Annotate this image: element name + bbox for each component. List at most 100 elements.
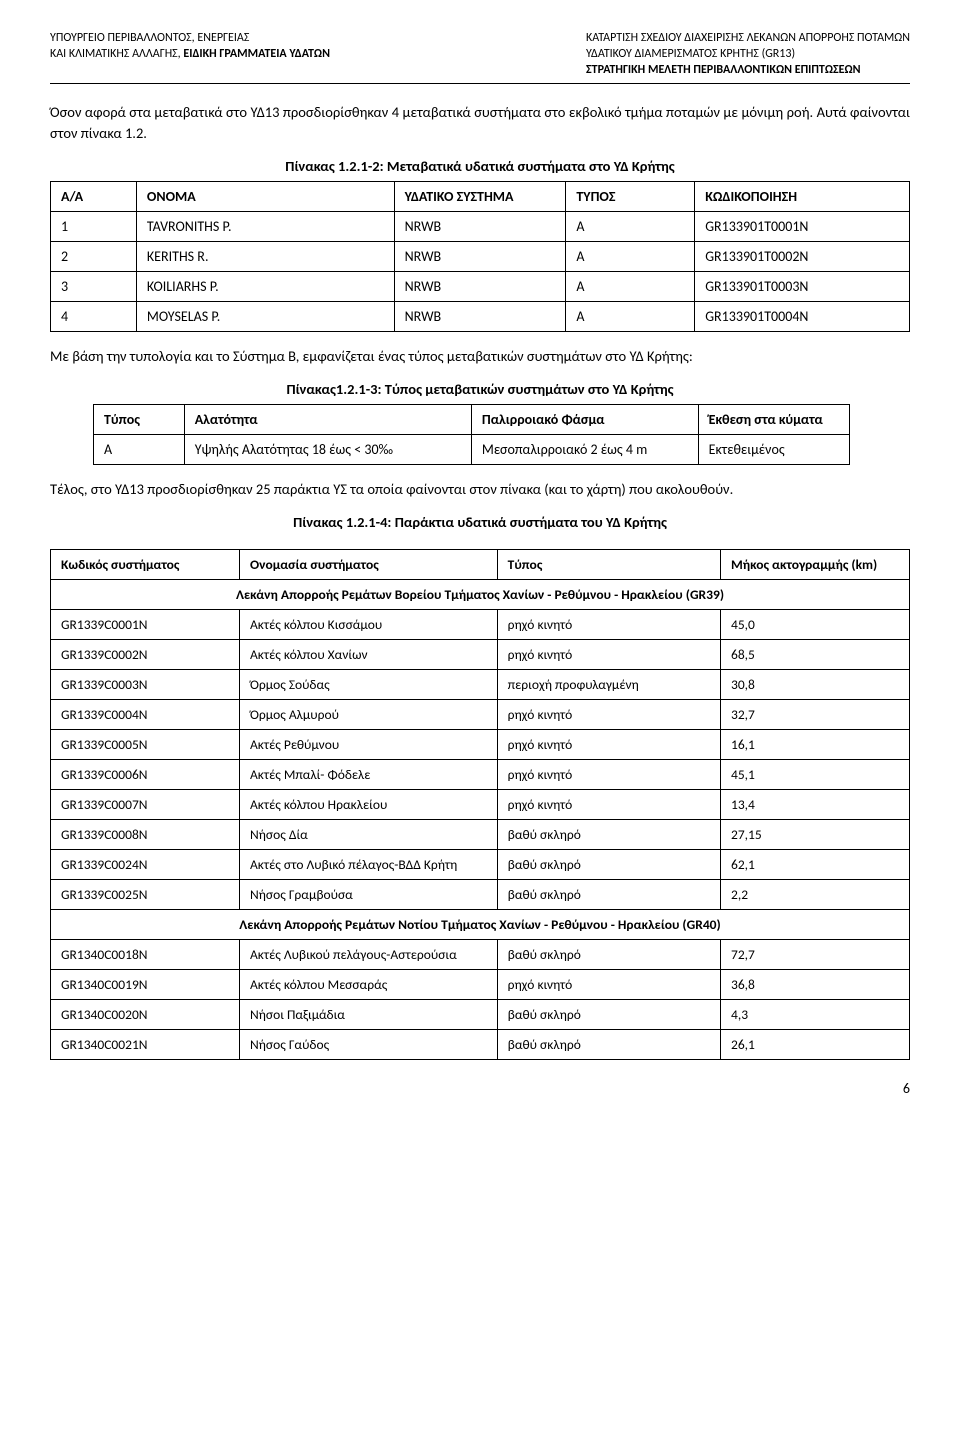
table-transitional-systems: Α/Α ΟΝΟΜΑ ΥΔΑΤΙΚΟ ΣΥΣΤΗΜΑ ΤΥΠΟΣ ΚΩΔΙΚΟΠΟ…	[50, 181, 910, 332]
table-row: GR1339C0007NΑκτές κόλπου Ηρακλείουρηχό κ…	[51, 789, 910, 819]
table-cell: ρηχό κινητό	[497, 609, 720, 639]
table-section-cell: Λεκάνη Απορροής Ρεμάτων Νοτίου Τμήματος …	[51, 909, 910, 939]
table-cell: A	[566, 212, 695, 242]
table-cell: Όρμος Σούδας	[239, 669, 497, 699]
header-right: ΚΑΤΑΡΤΙΣΗ ΣΧΕΔΙΟΥ ΔΙΑΧΕΙΡΙΣΗΣ ΛΕΚΑΝΩΝ ΑΠ…	[586, 30, 910, 79]
t1-h2: ΥΔΑΤΙΚΟ ΣΥΣΤΗΜΑ	[394, 182, 566, 212]
table-coastal-systems: Κωδικός συστήματος Ονομασία συστήματος Τ…	[50, 549, 910, 1060]
table-cell: GR1340C0018N	[51, 939, 240, 969]
table-row: GR1340C0021NΝήσος Γαύδοςβαθύ σκληρό26,1	[51, 1029, 910, 1059]
table-cell: 45,0	[720, 609, 909, 639]
table-cell: 3	[51, 272, 137, 302]
table-section-row: Λεκάνη Απορροής Ρεμάτων Βορείου Τμήματος…	[51, 579, 910, 609]
table-cell: GR1339C0004N	[51, 699, 240, 729]
table-cell: 72,7	[720, 939, 909, 969]
t1-h3: ΤΥΠΟΣ	[566, 182, 695, 212]
table-cell: Ακτές Μπαλί- Φόδελε	[239, 759, 497, 789]
table-cell: A	[566, 242, 695, 272]
table-cell: NRWB	[394, 302, 566, 332]
table-row: 1TAVRONITHS P.NRWBAGR133901T0001N	[51, 212, 910, 242]
table-cell: Ακτές κόλπου Χανίων	[239, 639, 497, 669]
table1-caption: Πίνακας 1.2.1-2: Μεταβατικά υδατικά συστ…	[50, 157, 910, 175]
table-cell: Μεσοπαλιρροιακό 2 έως 4 m	[471, 434, 698, 464]
table-row: ΑΥψηλής Αλατότητας 18 έως < 30‰Μεσοπαλιρ…	[94, 434, 850, 464]
paragraph-3: Τέλος, στο ΥΔ13 προσδιορίσθηκαν 25 παράκ…	[50, 479, 910, 501]
table-cell: βαθύ σκληρό	[497, 879, 720, 909]
table-cell: NRWB	[394, 212, 566, 242]
table-cell: GR1339C0008N	[51, 819, 240, 849]
table-cell: ρηχό κινητό	[497, 759, 720, 789]
table-cell: 1	[51, 212, 137, 242]
table-cell: 68,5	[720, 639, 909, 669]
table-cell: Ακτές κόλπου Κισσάμου	[239, 609, 497, 639]
table-cell: Υψηλής Αλατότητας 18 έως < 30‰	[184, 434, 471, 464]
table-row: GR1339C0001NΑκτές κόλπου Κισσάμουρηχό κι…	[51, 609, 910, 639]
table-cell: περιοχή προφυλαγμένη	[497, 669, 720, 699]
table-cell: βαθύ σκληρό	[497, 849, 720, 879]
table-cell: GR1339C0002N	[51, 639, 240, 669]
t1-h1: ΟΝΟΜΑ	[136, 182, 394, 212]
table-cell: Ακτές κόλπου Μεσσαράς	[239, 969, 497, 999]
table-row: GR1339C0002NΑκτές κόλπου Χανίωνρηχό κινη…	[51, 639, 910, 669]
table-cell: Ακτές κόλπου Ηρακλείου	[239, 789, 497, 819]
table-cell: GR1340C0021N	[51, 1029, 240, 1059]
t3-h1: Ονομασία συστήματος	[239, 549, 497, 579]
table-cell: KOILIARHS P.	[136, 272, 394, 302]
paragraph-2: Με βάση την τυπολογία και το Σύστημα Β, …	[50, 346, 910, 368]
table-cell: ρηχό κινητό	[497, 789, 720, 819]
table-cell: βαθύ σκληρό	[497, 819, 720, 849]
table-cell: NRWB	[394, 272, 566, 302]
t3-h2: Τύπος	[497, 549, 720, 579]
table-cell: 26,1	[720, 1029, 909, 1059]
table-cell: MOYSELAS P.	[136, 302, 394, 332]
table-row: GR1339C0005NΑκτές Ρεθύμνουρηχό κινητό16,…	[51, 729, 910, 759]
table-cell: ρηχό κινητό	[497, 639, 720, 669]
table-cell: GR133901T0002N	[695, 242, 910, 272]
table-cell: ρηχό κινητό	[497, 699, 720, 729]
table-row: GR1339C0025NΝήσος Γραμβούσαβαθύ σκληρό2,…	[51, 879, 910, 909]
table-cell: GR133901T0003N	[695, 272, 910, 302]
page-header: ΥΠΟΥΡΓΕΙΟ ΠΕΡΙΒΑΛΛΟΝΤΟΣ, ΕΝΕΡΓΕΙΑΣ ΚΑΙ Κ…	[50, 30, 910, 84]
table-cell: ρηχό κινητό	[497, 729, 720, 759]
table-cell: ρηχό κινητό	[497, 969, 720, 999]
table-cell: βαθύ σκληρό	[497, 1029, 720, 1059]
table-cell: GR1339C0006N	[51, 759, 240, 789]
table-cell: TAVRONITHS P.	[136, 212, 394, 242]
table-cell: GR1340C0020N	[51, 999, 240, 1029]
table-cell: GR133901T0001N	[695, 212, 910, 242]
table-cell: 4,3	[720, 999, 909, 1029]
t1-h0: Α/Α	[51, 182, 137, 212]
table-cell: 45,1	[720, 759, 909, 789]
table-row: GR1339C0024NΑκτές στο Λυβικό πέλαγος-ΒΔΔ…	[51, 849, 910, 879]
table-cell: GR1339C0003N	[51, 669, 240, 699]
table-cell: 2	[51, 242, 137, 272]
table-cell: GR1340C0019N	[51, 969, 240, 999]
table-cell: Όρμος Αλμυρού	[239, 699, 497, 729]
t3-h3: Μήκος ακτογραμμής (km)	[720, 549, 909, 579]
table-cell: 62,1	[720, 849, 909, 879]
table-cell: GR1339C0007N	[51, 789, 240, 819]
table-cell: 13,4	[720, 789, 909, 819]
table-row: GR1339C0004NΌρμος Αλμυρούρηχό κινητό32,7	[51, 699, 910, 729]
header-left-line2: ΚΑΙ ΚΛΙΜΑΤΙΚΗΣ ΑΛΛΑΓΗΣ, ΕΙΔΙΚΗ ΓΡΑΜΜΑΤΕΙ…	[50, 46, 330, 62]
table-section-cell: Λεκάνη Απορροής Ρεμάτων Βορείου Τμήματος…	[51, 579, 910, 609]
table-cell: Νήσος Δία	[239, 819, 497, 849]
table-cell: Νήσοι Παξιμάδια	[239, 999, 497, 1029]
table2-header-row: Τύπος Αλατότητα Παλιρροιακό Φάσμα Έκθεση…	[94, 404, 850, 434]
table-transitional-type: Τύπος Αλατότητα Παλιρροιακό Φάσμα Έκθεση…	[93, 404, 850, 465]
table-cell: Ακτές Λυβικού πελάγους-Αστερούσια	[239, 939, 497, 969]
table-cell: NRWB	[394, 242, 566, 272]
table-row: GR1340C0018NΑκτές Λυβικού πελάγους-Αστερ…	[51, 939, 910, 969]
table-cell: GR1339C0001N	[51, 609, 240, 639]
header-left: ΥΠΟΥΡΓΕΙΟ ΠΕΡΙΒΑΛΛΟΝΤΟΣ, ΕΝΕΡΓΕΙΑΣ ΚΑΙ Κ…	[50, 30, 330, 79]
table3-header-row: Κωδικός συστήματος Ονομασία συστήματος Τ…	[51, 549, 910, 579]
table-cell: GR1339C0005N	[51, 729, 240, 759]
table-row: GR1339C0006NΑκτές Μπαλί- Φόδελερηχό κινη…	[51, 759, 910, 789]
t1-h4: ΚΩΔΙΚΟΠΟΙΗΣΗ	[695, 182, 910, 212]
t2-h0: Τύπος	[94, 404, 185, 434]
page-number: 6	[50, 1080, 910, 1097]
table-cell: 4	[51, 302, 137, 332]
table-cell: 36,8	[720, 969, 909, 999]
table-row: 3KOILIARHS P.NRWBAGR133901T0003N	[51, 272, 910, 302]
header-left-line1: ΥΠΟΥΡΓΕΙΟ ΠΕΡΙΒΑΛΛΟΝΤΟΣ, ΕΝΕΡΓΕΙΑΣ	[50, 30, 330, 46]
